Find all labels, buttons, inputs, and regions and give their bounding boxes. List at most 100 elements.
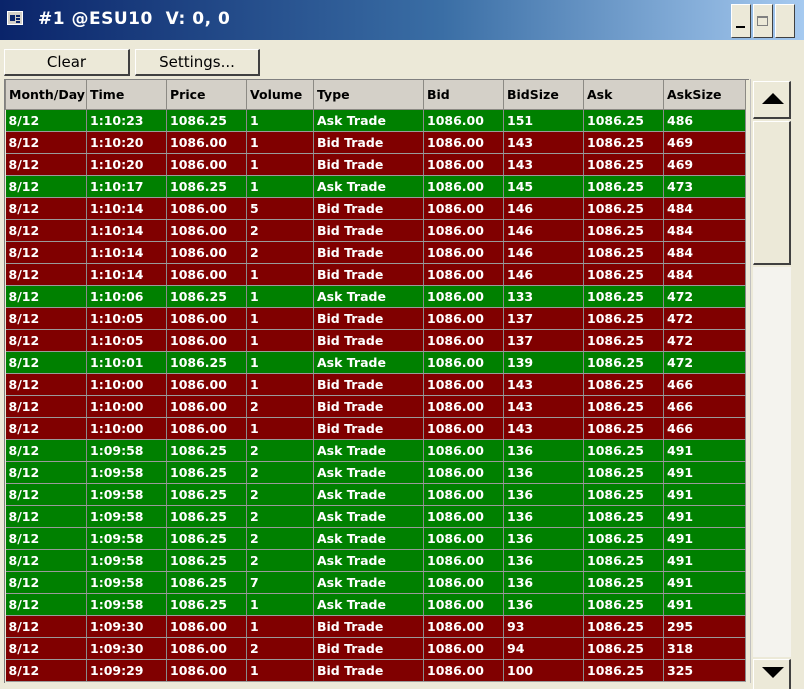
- cell-volume: 1: [246, 153, 314, 176]
- scroll-track[interactable]: [753, 267, 791, 657]
- table-row[interactable]: 8/12 1:10:01 1086.25 1 Ask Trade 1086.00 139 10…: [5, 351, 746, 374]
- cell-month-day: 8/12: [5, 153, 87, 176]
- table-row[interactable]: 8/12 1:10:05 1086.00 1 Bid Trade 1086.00 137 10…: [5, 329, 746, 352]
- table-row[interactable]: 8/12 1:09:58 1086.25 2 Ask Trade 1086.00 136 10…: [5, 527, 746, 550]
- table-row[interactable]: 8/12 1:10:06 1086.25 1 Ask Trade 1086.00 133 10…: [5, 285, 746, 308]
- cell-bid: 1086.00: [423, 263, 504, 286]
- cell-bid: 1086.00: [423, 175, 504, 198]
- table-row[interactable]: 8/12 1:09:30 1086.00 2 Bid Trade 1086.00 94 108…: [5, 637, 746, 660]
- minimize-icon: [736, 26, 745, 28]
- cell-volume: 1: [246, 307, 314, 330]
- cell-asksize: 472: [663, 307, 746, 330]
- cell-ask: 1086.25: [583, 263, 664, 286]
- app-window-icon[interactable]: [7, 11, 23, 25]
- cell-price: 1086.25: [166, 461, 247, 484]
- cell-bidsize: 136: [503, 483, 584, 506]
- cell-time: 1:10:20: [86, 131, 167, 154]
- column-header-bidsize[interactable]: BidSize: [503, 80, 584, 110]
- cell-bid: 1086.00: [423, 329, 504, 352]
- cell-type: Ask Trade: [313, 175, 424, 198]
- cell-bidsize: 136: [503, 527, 584, 550]
- column-header-bid[interactable]: Bid: [423, 80, 504, 110]
- column-header-ask[interactable]: Ask: [583, 80, 664, 110]
- table-row[interactable]: 8/12 1:10:00 1086.00 1 Bid Trade 1086.00 143 10…: [5, 417, 746, 440]
- column-header-price[interactable]: Price: [166, 80, 247, 110]
- table-row[interactable]: 8/12 1:09:58 1086.25 2 Ask Trade 1086.00 136 10…: [5, 461, 746, 484]
- cell-bidsize: 143: [503, 417, 584, 440]
- table-row[interactable]: 8/12 1:09:58 1086.25 2 Ask Trade 1086.00 136 10…: [5, 505, 746, 528]
- cell-price: 1086.25: [166, 175, 247, 198]
- clear-button[interactable]: Clear: [4, 49, 130, 76]
- cell-time: 1:10:06: [86, 285, 167, 308]
- maximize-button[interactable]: [753, 4, 773, 38]
- cell-bid: 1086.00: [423, 527, 504, 550]
- cell-bid: 1086.00: [423, 351, 504, 374]
- cell-time: 1:10:17: [86, 175, 167, 198]
- cell-volume: 1: [246, 615, 314, 638]
- cell-time: 1:09:58: [86, 505, 167, 528]
- cell-asksize: 491: [663, 571, 746, 594]
- table-row[interactable]: 8/12 1:10:23 1086.25 1 Ask Trade 1086.00 151 10…: [5, 109, 746, 132]
- column-header-time[interactable]: Time: [86, 80, 167, 110]
- time-and-sales-grid[interactable]: Month/Day Time Price Volume Type Bid Bid…: [4, 79, 749, 683]
- scroll-thumb[interactable]: [753, 121, 791, 265]
- cell-asksize: 484: [663, 197, 746, 220]
- table-row[interactable]: 8/12 1:10:20 1086.00 1 Bid Trade 1086.00 143 10…: [5, 153, 746, 176]
- column-header-type[interactable]: Type: [313, 80, 424, 110]
- table-row[interactable]: 8/12 1:09:58 1086.25 7 Ask Trade 1086.00 136 10…: [5, 571, 746, 594]
- cell-bid: 1086.00: [423, 153, 504, 176]
- scroll-up-button[interactable]: [753, 81, 791, 119]
- cell-ask: 1086.25: [583, 505, 664, 528]
- settings-button[interactable]: Settings...: [135, 49, 260, 76]
- cell-ask: 1086.25: [583, 637, 664, 660]
- table-row[interactable]: 8/12 1:09:58 1086.25 2 Ask Trade 1086.00 136 10…: [5, 439, 746, 462]
- column-header-month-day[interactable]: Month/Day: [5, 80, 87, 110]
- cell-ask: 1086.25: [583, 439, 664, 462]
- cell-bid: 1086.00: [423, 615, 504, 638]
- cell-type: Bid Trade: [313, 659, 424, 682]
- table-row[interactable]: 8/12 1:10:17 1086.25 1 Ask Trade 1086.00 145 10…: [5, 175, 746, 198]
- table-row[interactable]: 8/12 1:09:30 1086.00 1 Bid Trade 1086.00 93 108…: [5, 615, 746, 638]
- table-row[interactable]: 8/12 1:09:58 1086.25 2 Ask Trade 1086.00 136 10…: [5, 483, 746, 506]
- vertical-scrollbar[interactable]: [750, 79, 793, 689]
- cell-volume: 2: [246, 439, 314, 462]
- table-row[interactable]: 8/12 1:10:00 1086.00 1 Bid Trade 1086.00 143 10…: [5, 373, 746, 396]
- cell-month-day: 8/12: [5, 483, 87, 506]
- table-row[interactable]: 8/12 1:10:14 1086.00 5 Bid Trade 1086.00 146 10…: [5, 197, 746, 220]
- cell-month-day: 8/12: [5, 637, 87, 660]
- cell-type: Ask Trade: [313, 285, 424, 308]
- cell-month-day: 8/12: [5, 461, 87, 484]
- cell-asksize: 491: [663, 439, 746, 462]
- cell-bidsize: 146: [503, 219, 584, 242]
- table-row[interactable]: 8/12 1:09:29 1086.00 1 Bid Trade 1086.00 100 10…: [5, 659, 746, 682]
- cell-bidsize: 94: [503, 637, 584, 660]
- column-header-volume[interactable]: Volume: [246, 80, 314, 110]
- title-bar[interactable]: #1 @ESU10 V: 0, 0: [0, 0, 804, 40]
- scroll-down-button[interactable]: [753, 659, 791, 689]
- table-row[interactable]: 8/12 1:09:58 1086.25 1 Ask Trade 1086.00 136 10…: [5, 593, 746, 616]
- cell-bid: 1086.00: [423, 109, 504, 132]
- minimize-button[interactable]: [731, 4, 751, 38]
- cell-month-day: 8/12: [5, 659, 87, 682]
- table-row[interactable]: 8/12 1:10:05 1086.00 1 Bid Trade 1086.00 137 10…: [5, 307, 746, 330]
- cell-bidsize: 146: [503, 263, 584, 286]
- table-row[interactable]: 8/12 1:10:00 1086.00 2 Bid Trade 1086.00 143 10…: [5, 395, 746, 418]
- cell-price: 1086.00: [166, 659, 247, 682]
- cell-time: 1:10:20: [86, 153, 167, 176]
- table-row[interactable]: 8/12 1:10:20 1086.00 1 Bid Trade 1086.00 143 10…: [5, 131, 746, 154]
- table-row[interactable]: 8/12 1:09:58 1086.25 2 Ask Trade 1086.00 136 10…: [5, 549, 746, 572]
- column-header-asksize[interactable]: AskSize: [663, 80, 746, 110]
- cell-type: Ask Trade: [313, 109, 424, 132]
- cell-asksize: 472: [663, 351, 746, 374]
- table-row[interactable]: 8/12 1:10:14 1086.00 1 Bid Trade 1086.00 146 10…: [5, 263, 746, 286]
- cell-type: Bid Trade: [313, 395, 424, 418]
- cell-ask: 1086.25: [583, 241, 664, 264]
- table-row[interactable]: 8/12 1:10:14 1086.00 2 Bid Trade 1086.00 146 10…: [5, 241, 746, 264]
- cell-volume: 1: [246, 131, 314, 154]
- cell-month-day: 8/12: [5, 109, 87, 132]
- cell-month-day: 8/12: [5, 417, 87, 440]
- close-button[interactable]: [775, 4, 795, 38]
- cell-bid: 1086.00: [423, 461, 504, 484]
- cell-bid: 1086.00: [423, 373, 504, 396]
- table-row[interactable]: 8/12 1:10:14 1086.00 2 Bid Trade 1086.00 146 10…: [5, 219, 746, 242]
